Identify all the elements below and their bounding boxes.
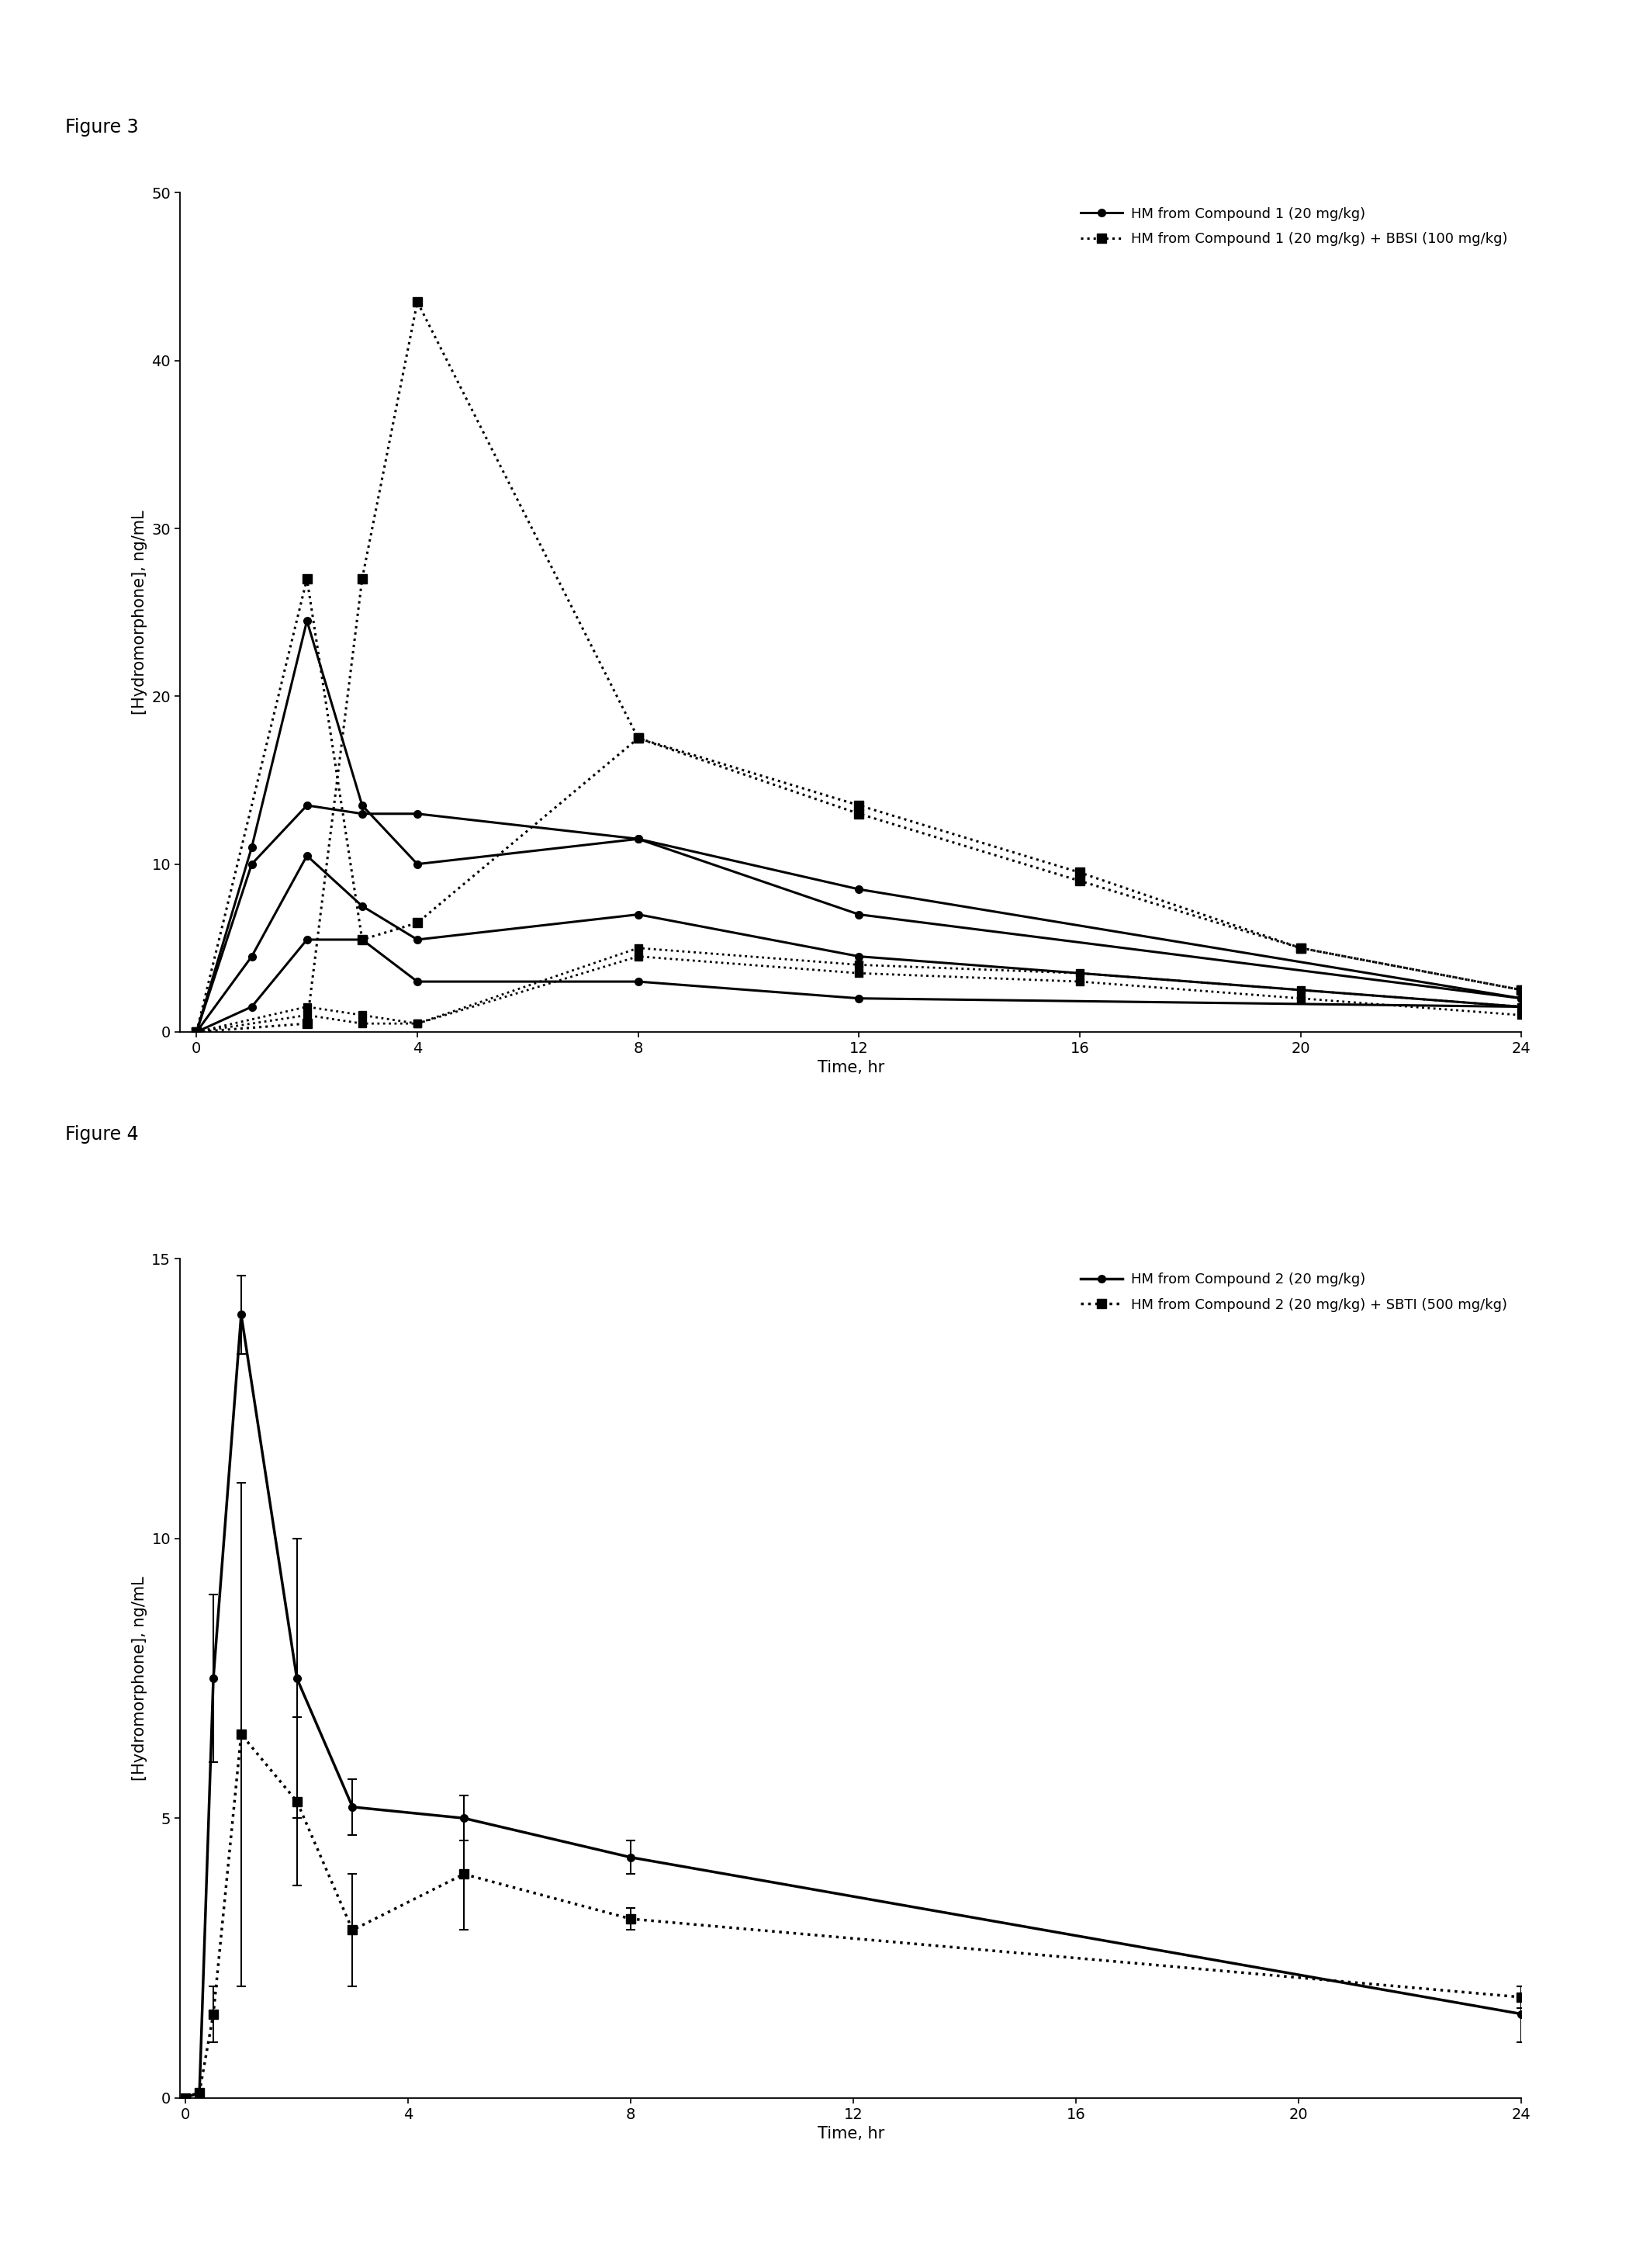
X-axis label: Time, hr: Time, hr (818, 2125, 883, 2141)
X-axis label: Time, hr: Time, hr (818, 1059, 883, 1075)
Text: Figure 3: Figure 3 (65, 118, 139, 136)
Y-axis label: [Hydromorphone], ng/mL: [Hydromorphone], ng/mL (133, 510, 147, 714)
Legend: HM from Compound 2 (20 mg/kg), HM from Compound 2 (20 mg/kg) + SBTI (500 mg/kg): HM from Compound 2 (20 mg/kg), HM from C… (1073, 1266, 1515, 1320)
Y-axis label: [Hydromorphone], ng/mL: [Hydromorphone], ng/mL (131, 1576, 147, 1780)
Legend: HM from Compound 1 (20 mg/kg), HM from Compound 1 (20 mg/kg) + BBSI (100 mg/kg): HM from Compound 1 (20 mg/kg), HM from C… (1073, 200, 1515, 254)
Text: Figure 4: Figure 4 (65, 1125, 139, 1143)
